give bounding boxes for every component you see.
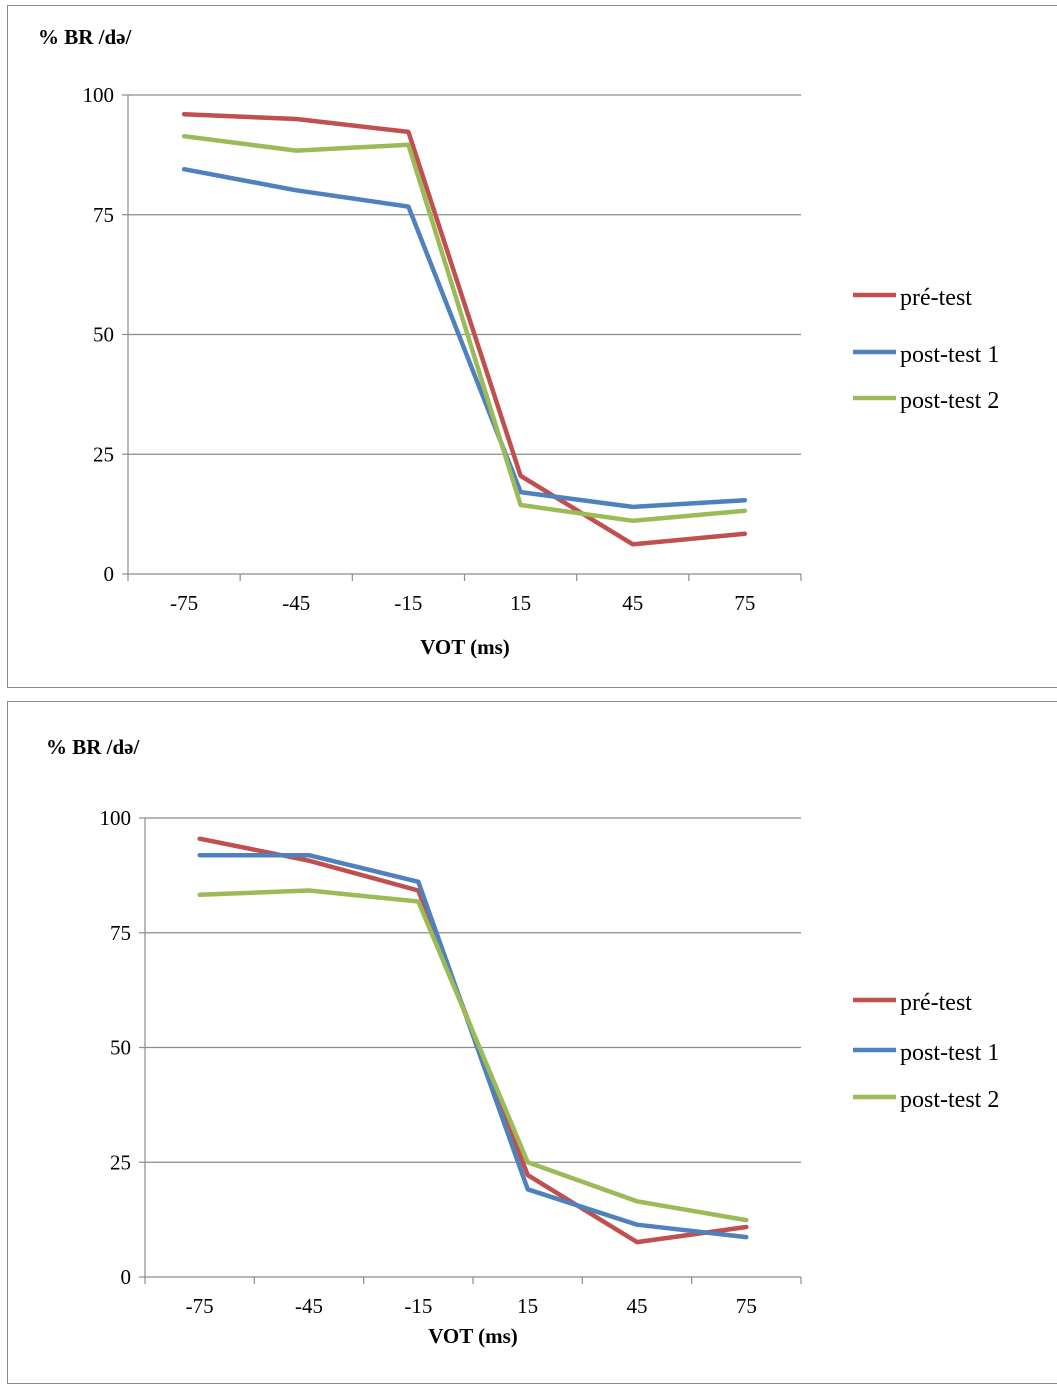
x-tick-label--45: -45 (295, 1294, 323, 1318)
y-axis-title: % BR /də/ (46, 735, 141, 759)
x-tick-label-75: 75 (736, 1294, 757, 1318)
legend-label-pre-test: pré-test (900, 990, 972, 1016)
y-tick-label-50: 50 (93, 323, 114, 347)
series-line-post-test-2 (197, 888, 749, 1223)
x-tick-label--15: -15 (394, 591, 422, 615)
y-tick-label-0: 0 (104, 562, 115, 586)
legend-label-post-test-2: post-test 2 (900, 388, 999, 414)
legend-label-post-test-1: post-test 1 (900, 1040, 999, 1066)
x-tick-label-75: 75 (734, 591, 755, 615)
y-tick-label-50: 50 (110, 1036, 131, 1060)
chart-panel-bottom: % BR /də/ VOT (ms) pré-test post-test 1 … (7, 701, 1057, 1384)
x-tick-label-45: 45 (622, 591, 643, 615)
legend-label-pre-test: pré-test (900, 285, 972, 311)
x-tick-label--15: -15 (404, 1294, 432, 1318)
y-tick-label-75: 75 (93, 203, 114, 227)
series-line-post-test-1 (197, 852, 749, 1240)
gridlines (122, 94, 801, 575)
gridlines (139, 817, 801, 1278)
y-tick-label-75: 75 (110, 921, 131, 945)
y-axis-title: % BR /də/ (38, 25, 133, 49)
x-tick-label--75: -75 (170, 591, 198, 615)
series-line-post-test-1 (181, 166, 748, 510)
y-tick-label-25: 25 (110, 1150, 131, 1174)
y-tick-label-100: 100 (83, 83, 115, 107)
y-tick-label-0: 0 (121, 1265, 132, 1289)
y-tick-label-25: 25 (93, 442, 114, 466)
x-tick-label-15: 15 (510, 591, 531, 615)
x-axis-title: VOT (ms) (420, 635, 510, 659)
x-axis-title: VOT (ms) (428, 1324, 518, 1348)
legend-label-post-test-1: post-test 1 (900, 342, 999, 368)
x-tick-label-15: 15 (517, 1294, 538, 1318)
chart-panel-top: % BR /də/ VOT (ms) pré-test post-test 1 … (7, 5, 1057, 688)
series-line-post-test-2 (181, 133, 748, 524)
y-tick-label-100: 100 (100, 806, 132, 830)
x-tick-label-45: 45 (627, 1294, 648, 1318)
x-tick-label--75: -75 (186, 1294, 214, 1318)
x-tick-label--45: -45 (282, 591, 310, 615)
legend-label-post-test-2: post-test 2 (900, 1087, 999, 1113)
line-chart-bottom: % BR /də/ VOT (ms) pré-test post-test 1 … (46, 735, 999, 1348)
line-chart-top: % BR /də/ VOT (ms) pré-test post-test 1 … (38, 25, 999, 659)
series-line-pr-test (181, 111, 748, 547)
